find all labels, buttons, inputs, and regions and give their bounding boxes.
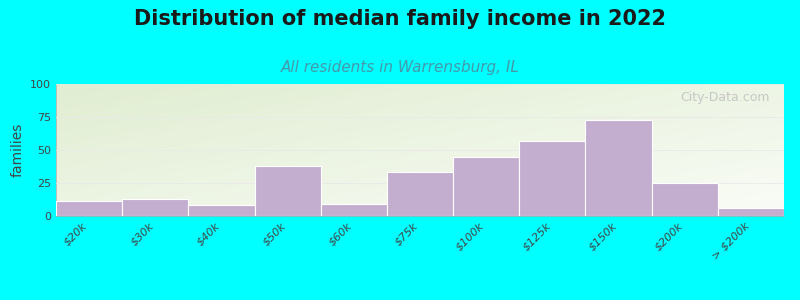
Bar <box>321 204 387 216</box>
Bar <box>586 120 652 216</box>
Bar <box>122 199 188 216</box>
Text: All residents in Warrensburg, IL: All residents in Warrensburg, IL <box>281 60 519 75</box>
Bar <box>652 183 718 216</box>
Text: City-Data.com: City-Data.com <box>680 91 770 103</box>
Text: Distribution of median family income in 2022: Distribution of median family income in … <box>134 9 666 29</box>
Bar <box>718 208 784 216</box>
Bar <box>387 172 453 216</box>
Bar <box>453 157 519 216</box>
Bar <box>188 206 254 216</box>
Y-axis label: families: families <box>10 123 25 177</box>
Bar <box>519 141 586 216</box>
Bar <box>254 166 321 216</box>
Bar <box>56 202 122 216</box>
